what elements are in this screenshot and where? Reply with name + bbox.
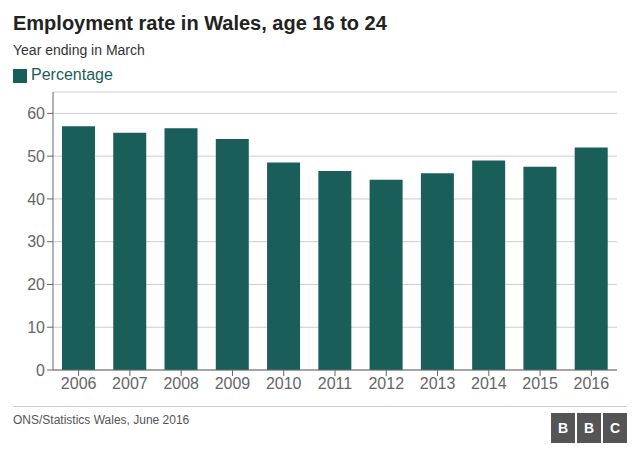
svg-text:2010: 2010 — [266, 375, 302, 392]
html-text:ONS/Statistics Wales, June 201: ONS/Statistics Wales, June 2016 — [13, 413, 190, 427]
svg-text:2011: 2011 — [318, 375, 353, 392]
svg-text:2006: 2006 — [61, 375, 97, 392]
svg-text:50: 50 — [27, 148, 45, 165]
html-text:Year ending in March: Year ending in March — [13, 42, 145, 58]
svg-text:10: 10 — [27, 319, 45, 336]
svg-text:2008: 2008 — [163, 375, 199, 392]
svg-text:2015: 2015 — [522, 375, 558, 392]
svg-text:40: 40 — [27, 191, 45, 208]
svg-text:2013: 2013 — [420, 375, 456, 392]
svg-text:2014: 2014 — [471, 375, 507, 392]
html-text:B: B — [557, 420, 569, 436]
svg-text:2012: 2012 — [368, 375, 404, 392]
html-text:C: C — [609, 420, 621, 436]
svg-text:2007: 2007 — [112, 375, 148, 392]
html-text:B: B — [583, 420, 595, 436]
svg-text:60: 60 — [27, 105, 45, 122]
svg-text:0: 0 — [36, 362, 45, 379]
svg-text:30: 30 — [27, 233, 45, 250]
svg-text:20: 20 — [27, 276, 45, 293]
html-text:Percentage: Percentage — [31, 66, 113, 83]
svg-text:2009: 2009 — [215, 375, 251, 392]
svg-text:2016: 2016 — [574, 375, 610, 392]
html-text:Employment rate in Wales, age: Employment rate in Wales, age 16 to 24 — [13, 12, 387, 34]
